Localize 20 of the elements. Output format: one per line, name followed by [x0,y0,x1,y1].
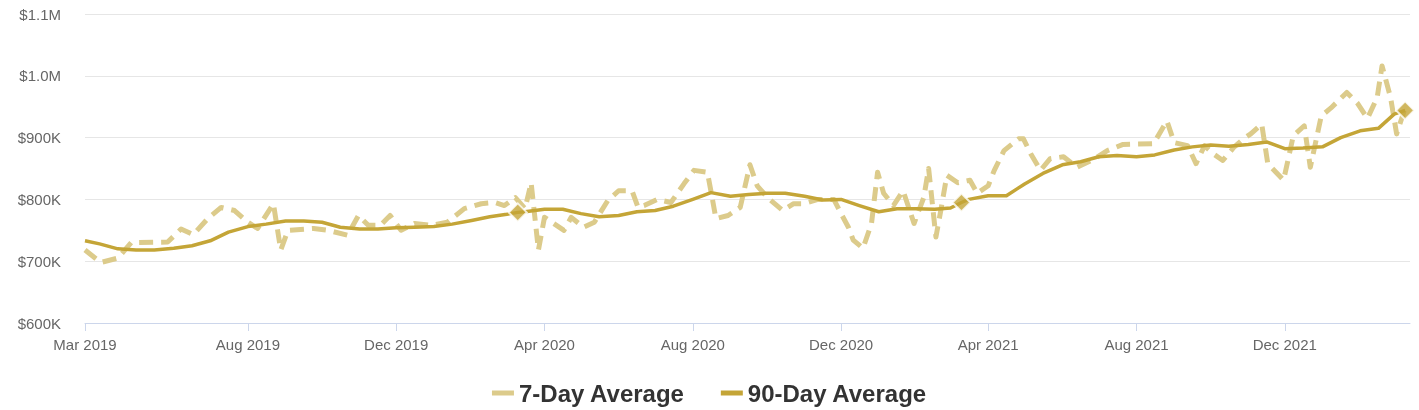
x-tick-label: Mar 2019 [53,336,117,353]
y-tick-label: $600K [17,314,61,332]
x-tick-label: Aug 2019 [215,336,281,353]
y-tick-label: $1.1M [19,5,61,23]
x-tick-label: Aug 2021 [1104,336,1169,353]
x-tick-label: Dec 2021 [1252,336,1317,353]
x-tick-label: Apr 2020 [514,336,575,353]
y-tick-label: $900K [17,129,61,147]
x-tick-label: Aug 2020 [660,336,725,353]
legend-label: 7-Day Average [518,379,684,407]
y-tick-label: $800K [17,190,61,208]
point [1395,100,1416,121]
point [507,202,528,223]
y-tick-label: $700K [17,252,61,270]
legend-label: 90-Day Average [747,379,927,407]
x-tick-label: Dec 2020 [808,336,874,353]
point [951,192,972,213]
x-tick-label: Dec 2019 [364,336,429,353]
x-tick-label: Apr 2021 [957,336,1019,353]
y-tick-label: $1.0M [19,67,61,85]
